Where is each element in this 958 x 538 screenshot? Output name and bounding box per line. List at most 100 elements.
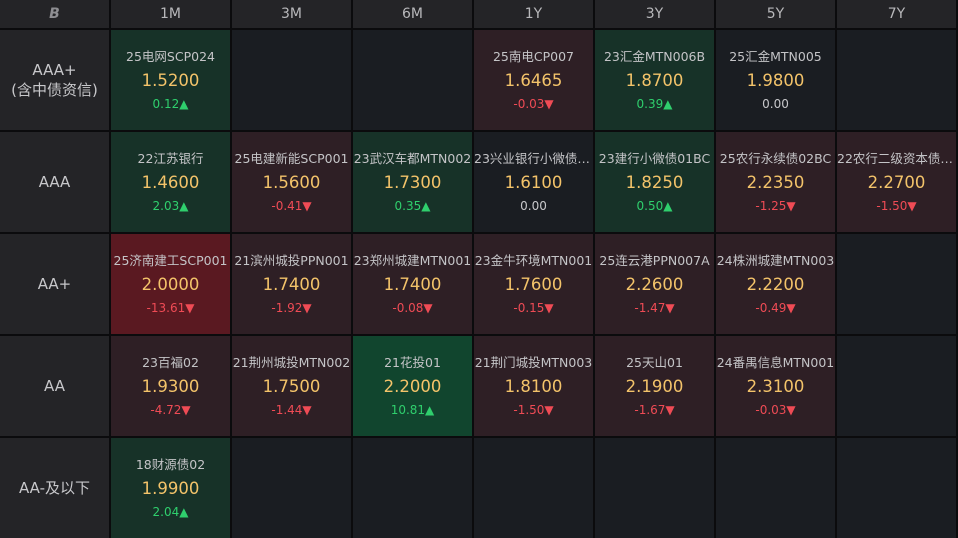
- bond-yield: 1.9300: [141, 377, 200, 396]
- tenor-header-1y[interactable]: 1Y: [474, 0, 593, 28]
- bond-change: -0.03▼: [755, 403, 796, 417]
- bond-name: 23武汉车都MTN002: [353, 151, 472, 166]
- bond-change: 10.81▲: [390, 403, 435, 417]
- bond-name: 21荆门城投MTN003: [474, 355, 593, 370]
- empty-cell: [595, 438, 714, 538]
- bond-name: 23郑州城建MTN001: [353, 253, 472, 268]
- bond-cell[interactable]: 25南电CP007 1.6465 -0.03▼: [474, 30, 593, 130]
- bond-name: 25济南建工SCP001: [113, 253, 228, 268]
- bond-change: -1.67▼: [634, 403, 675, 417]
- bond-change: -1.25▼: [755, 199, 796, 213]
- bond-yield: 1.7500: [262, 377, 321, 396]
- bond-cell[interactable]: 24番禺信息MTN001 2.3100 -0.03▼: [716, 336, 835, 436]
- bond-cell[interactable]: 23汇金MTN006B 1.8700 0.39▲: [595, 30, 714, 130]
- tenor-header-3y[interactable]: 3Y: [595, 0, 714, 28]
- bond-change: 2.04▲: [152, 505, 189, 519]
- bond-yield: 2.2350: [746, 173, 805, 192]
- bond-name: 22江苏银行: [137, 151, 204, 166]
- bond-change: -4.72▼: [150, 403, 191, 417]
- bond-name: 25电网SCP024: [126, 49, 215, 64]
- bond-yield: 1.7400: [383, 275, 442, 294]
- bond-name: 18财源债02: [135, 457, 206, 472]
- bond-name: 23建行小微债01BC: [598, 151, 711, 166]
- bond-name: 25南电CP007: [492, 49, 575, 64]
- bond-name: 23百福02: [142, 355, 199, 370]
- bond-cell[interactable]: 21荆门城投MTN003 1.8100 -1.50▼: [474, 336, 593, 436]
- bond-name: 24番禺信息MTN001: [716, 355, 835, 370]
- empty-cell: [232, 438, 351, 538]
- bond-cell[interactable]: 22江苏银行 1.4600 2.03▲: [111, 132, 230, 232]
- bond-name: 21花投01: [384, 355, 441, 370]
- tenor-header-7y[interactable]: 7Y: [837, 0, 956, 28]
- rating-row-label: AAA: [0, 132, 109, 232]
- empty-cell: [716, 438, 835, 538]
- bond-cell[interactable]: 21荆州城投MTN002 1.7500 -1.44▼: [232, 336, 351, 436]
- rating-label-line: AA-及以下: [18, 479, 91, 497]
- empty-cell: [474, 438, 593, 538]
- bond-name: 25连云港PPN007A: [599, 253, 710, 268]
- bond-change: -1.44▼: [271, 403, 312, 417]
- bond-yield: 1.4600: [141, 173, 200, 192]
- empty-cell: [232, 30, 351, 130]
- bond-cell[interactable]: 21花投01 2.2000 10.81▲: [353, 336, 472, 436]
- bond-cell[interactable]: 23百福02 1.9300 -4.72▼: [111, 336, 230, 436]
- bond-cell[interactable]: 23金牛环境MTN001 1.7600 -0.15▼: [474, 234, 593, 334]
- bond-yield: 1.9900: [141, 479, 200, 498]
- tenor-header-1m[interactable]: 1M: [111, 0, 230, 28]
- bond-change: 0.12▲: [152, 97, 189, 111]
- rating-label-line: (含中债资信): [11, 81, 98, 99]
- bond-name: 25农行永续债02BC: [719, 151, 832, 166]
- bond-cell[interactable]: 18财源债02 1.9900 2.04▲: [111, 438, 230, 538]
- bond-cell[interactable]: 23建行小微债01BC 1.8250 0.50▲: [595, 132, 714, 232]
- rating-label-line: AA+: [37, 275, 72, 293]
- bond-cell[interactable]: 25农行永续债02BC 2.2350 -1.25▼: [716, 132, 835, 232]
- tenor-header-5y[interactable]: 5Y: [716, 0, 835, 28]
- bond-name: 23金牛环境MTN001: [474, 253, 593, 268]
- bond-cell[interactable]: 25济南建工SCP001 2.0000 -13.61▼: [111, 234, 230, 334]
- bond-name: 21滨州城投PPN001: [234, 253, 349, 268]
- empty-cell: [353, 30, 472, 130]
- bond-change: -0.49▼: [755, 301, 796, 315]
- bond-cell[interactable]: 22农行二级资本债0... 2.2700 -1.50▼: [837, 132, 956, 232]
- bond-change: -1.47▼: [634, 301, 675, 315]
- bond-cell[interactable]: 25电网SCP024 1.5200 0.12▲: [111, 30, 230, 130]
- bond-change: -13.61▼: [146, 301, 195, 315]
- empty-cell: [837, 438, 956, 538]
- bond-cell[interactable]: 23郑州城建MTN001 1.7400 -0.08▼: [353, 234, 472, 334]
- bond-change: -0.15▼: [513, 301, 554, 315]
- empty-cell: [353, 438, 472, 538]
- bond-yield: 2.2700: [867, 173, 926, 192]
- bond-cell[interactable]: 25电建新能SCP001 1.5600 -0.41▼: [232, 132, 351, 232]
- empty-cell: [837, 234, 956, 334]
- bond-change: -1.92▼: [271, 301, 312, 315]
- bond-cell[interactable]: 21滨州城投PPN001 1.7400 -1.92▼: [232, 234, 351, 334]
- bond-change: 0.50▲: [636, 199, 673, 213]
- bond-cell[interactable]: 25连云港PPN007A 2.2600 -1.47▼: [595, 234, 714, 334]
- bond-yield: 2.2000: [383, 377, 442, 396]
- bond-yield: 1.9800: [746, 71, 805, 90]
- logo-icon: B: [0, 0, 109, 28]
- bond-yield: 1.7600: [504, 275, 563, 294]
- bond-yield: 1.6465: [504, 71, 563, 90]
- bond-change: 0.00: [762, 97, 789, 111]
- bond-cell[interactable]: 25汇金MTN005 1.9800 0.00: [716, 30, 835, 130]
- bond-name: 23汇金MTN006B: [603, 49, 706, 64]
- bond-change: -1.50▼: [876, 199, 917, 213]
- rating-row-label: AA+: [0, 234, 109, 334]
- bond-name: 23兴业银行小微债01: [474, 151, 593, 166]
- empty-cell: [837, 30, 956, 130]
- bond-yield: 1.7300: [383, 173, 442, 192]
- bond-cell[interactable]: 23兴业银行小微债01 1.6100 0.00: [474, 132, 593, 232]
- bond-cell[interactable]: 24株洲城建MTN003 2.2200 -0.49▼: [716, 234, 835, 334]
- bond-cell[interactable]: 25天山01 2.1900 -1.67▼: [595, 336, 714, 436]
- tenor-header-3m[interactable]: 3M: [232, 0, 351, 28]
- rating-label-line: AA: [44, 377, 65, 395]
- bond-name: 24株洲城建MTN003: [716, 253, 835, 268]
- rating-row-label: AA-及以下: [0, 438, 109, 538]
- bond-yield: 1.5200: [141, 71, 200, 90]
- rating-label-line: AAA: [38, 173, 71, 191]
- bond-yield: 1.8250: [625, 173, 684, 192]
- bond-change: 0.39▲: [636, 97, 673, 111]
- tenor-header-6m[interactable]: 6M: [353, 0, 472, 28]
- bond-cell[interactable]: 23武汉车都MTN002 1.7300 0.35▲: [353, 132, 472, 232]
